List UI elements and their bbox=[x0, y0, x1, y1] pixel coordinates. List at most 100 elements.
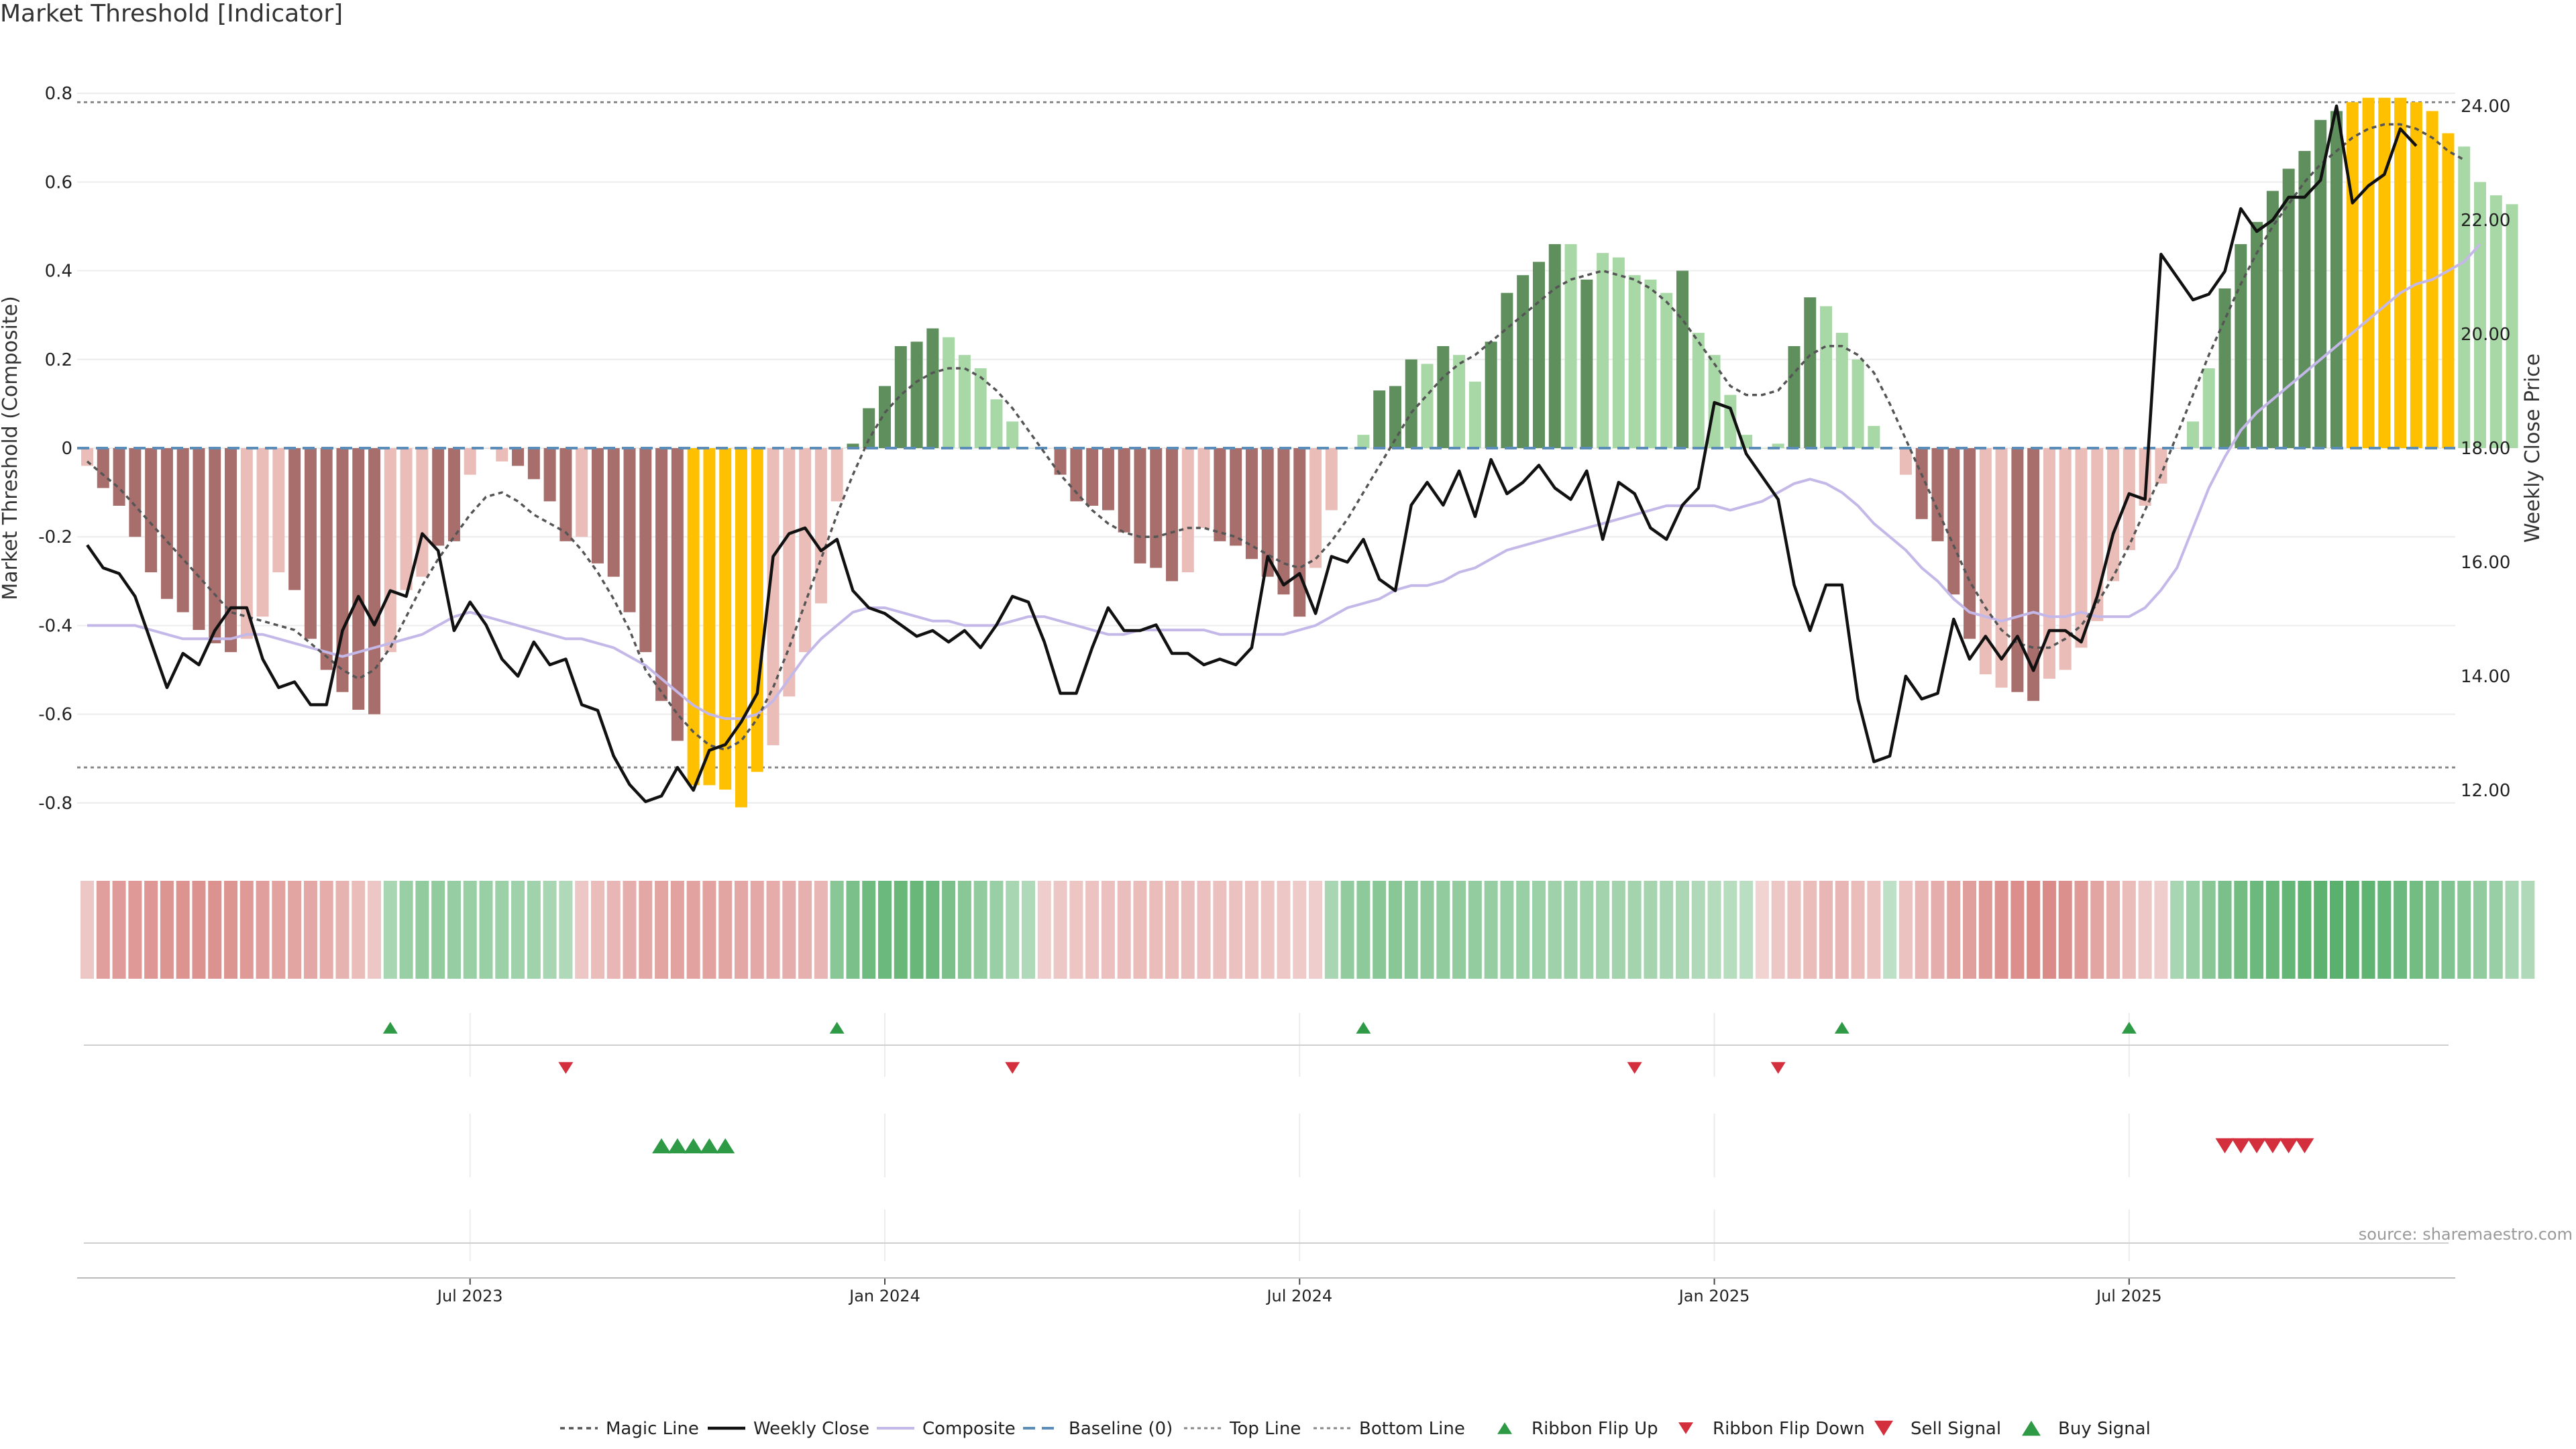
ribbon-cell bbox=[1133, 881, 1147, 979]
ribbon-cell bbox=[782, 881, 796, 979]
composite-bar bbox=[879, 386, 891, 448]
ribbon-cell bbox=[511, 881, 525, 979]
composite-bar bbox=[527, 448, 540, 480]
ribbon-flip-down-marker bbox=[1770, 1062, 1786, 1074]
legend-item-bottom-line: Bottom Line bbox=[1313, 1419, 1465, 1439]
y2-tick-label: 14.00 bbox=[2461, 667, 2510, 687]
legend-item-ribbon-flip-up: Ribbon Flip Up bbox=[1497, 1419, 1658, 1439]
composite-bar bbox=[2282, 168, 2295, 448]
composite-bar bbox=[1597, 253, 1609, 448]
ribbon-cell bbox=[670, 881, 684, 979]
composite-bar bbox=[1644, 279, 1657, 448]
composite-bar bbox=[1086, 448, 1099, 506]
ribbon-cell bbox=[639, 881, 653, 979]
legend-label: Magic Line bbox=[606, 1419, 699, 1439]
composite-bar bbox=[1820, 306, 1833, 448]
composite-bar bbox=[97, 448, 109, 488]
ribbon-cell bbox=[1468, 881, 1482, 979]
composite-bar bbox=[288, 448, 301, 590]
composite-bar bbox=[847, 443, 859, 448]
ribbon-cell bbox=[239, 881, 254, 979]
composite-bar bbox=[1357, 435, 1370, 448]
ribbon-cell bbox=[1931, 881, 1945, 979]
composite-bar bbox=[368, 448, 381, 714]
composite-bar bbox=[1835, 333, 1848, 448]
composite-bar bbox=[1277, 448, 1290, 595]
ribbon-cell bbox=[623, 881, 637, 979]
source-note: source: sharemaestro.com bbox=[2359, 1225, 2573, 1244]
ribbon-cell bbox=[447, 881, 461, 979]
ribbon-cell bbox=[1293, 881, 1307, 979]
composite-bar bbox=[1006, 421, 1019, 448]
legend: Magic Line Weekly Close Composite Baseline … bbox=[560, 1419, 2151, 1439]
ribbon-cell bbox=[1085, 881, 1099, 979]
ribbon-cell bbox=[814, 881, 828, 979]
y-tick-label: 0.8 bbox=[45, 84, 72, 104]
composite-bar bbox=[926, 328, 939, 448]
ribbon-cell bbox=[2138, 881, 2152, 979]
legend-item-weekly-close: Weekly Close bbox=[708, 1419, 869, 1439]
composite-bar bbox=[1022, 448, 1035, 449]
ribbon-cell bbox=[846, 881, 860, 979]
composite-bar bbox=[352, 448, 365, 710]
composite-bar bbox=[2314, 119, 2327, 448]
axes: -0.8 -0.6 -0.4 -0.2 0 0.2 0.4 0.6 0.8 12.00 14.00 1… bbox=[0, 84, 2544, 814]
legend-label: Weekly Close bbox=[753, 1419, 869, 1439]
ribbon-cell bbox=[2250, 881, 2264, 979]
composite-bar bbox=[1756, 448, 1768, 449]
composite-line bbox=[87, 243, 2481, 720]
ribbon-cell bbox=[399, 881, 413, 979]
composite-bar bbox=[719, 448, 732, 790]
ribbon-cell bbox=[1564, 881, 1578, 979]
composite-bar bbox=[400, 448, 413, 590]
ribbon-cell bbox=[1117, 881, 1131, 979]
ribbon-cell bbox=[1819, 881, 1833, 979]
ribbon-flip-up-marker bbox=[382, 1022, 398, 1034]
ribbon-cell bbox=[1373, 881, 1387, 979]
composite-bar bbox=[799, 448, 812, 653]
ribbon-cell bbox=[2361, 881, 2375, 979]
composite-bar bbox=[193, 448, 205, 631]
ribbon-cell bbox=[910, 881, 924, 979]
ribbon-cell bbox=[256, 881, 270, 979]
composite-bar bbox=[304, 448, 317, 639]
composite-bar bbox=[320, 448, 333, 670]
ribbon-cell bbox=[1676, 881, 1689, 979]
ribbon-cell bbox=[1644, 881, 1658, 979]
legend-swatch bbox=[1497, 1422, 1512, 1434]
ribbon-cell bbox=[686, 881, 700, 979]
ribbon-flip-up-marker bbox=[829, 1022, 845, 1034]
ribbon-cell bbox=[1691, 881, 1705, 979]
ribbon-cell bbox=[1627, 881, 1642, 979]
composite-bar bbox=[336, 448, 349, 692]
composite-bar bbox=[2506, 204, 2518, 448]
ribbon-cell bbox=[2042, 881, 2056, 979]
x-tick-label: Jan 2024 bbox=[848, 1287, 920, 1305]
sell-signal-marker bbox=[2263, 1138, 2282, 1154]
ribbon-cell bbox=[1356, 881, 1371, 979]
composite-bar bbox=[113, 448, 125, 506]
composite-bars bbox=[81, 97, 2518, 808]
ribbon-cell bbox=[1739, 881, 1754, 979]
ribbon-flip-down-marker bbox=[1627, 1062, 1642, 1074]
composite-bar bbox=[2362, 97, 2375, 448]
y2-tick-label: 24.00 bbox=[2461, 97, 2510, 117]
ribbon-cell bbox=[2122, 881, 2136, 979]
composite-bar bbox=[1964, 448, 1976, 639]
composite-bar bbox=[671, 448, 684, 741]
x-tick-label: Jul 2024 bbox=[1265, 1287, 1332, 1305]
legend-swatch bbox=[2022, 1420, 2041, 1436]
ribbon-cell bbox=[2473, 881, 2487, 979]
ribbon-cell bbox=[2218, 881, 2232, 979]
ribbon-cell bbox=[2170, 881, 2184, 979]
ribbon-cell bbox=[1883, 881, 1897, 979]
legend-label: Sell Signal bbox=[1911, 1419, 2001, 1439]
legend-item-baseline: Baseline (0) bbox=[1023, 1419, 1173, 1439]
legend-label: Baseline (0) bbox=[1069, 1419, 1173, 1439]
composite-bar bbox=[783, 448, 796, 697]
composite-bar bbox=[1931, 448, 1944, 541]
ribbon-cell bbox=[798, 881, 812, 979]
composite-bar bbox=[1772, 443, 1784, 448]
sell-signal-marker bbox=[2295, 1138, 2314, 1154]
ribbon-cell bbox=[926, 881, 940, 979]
